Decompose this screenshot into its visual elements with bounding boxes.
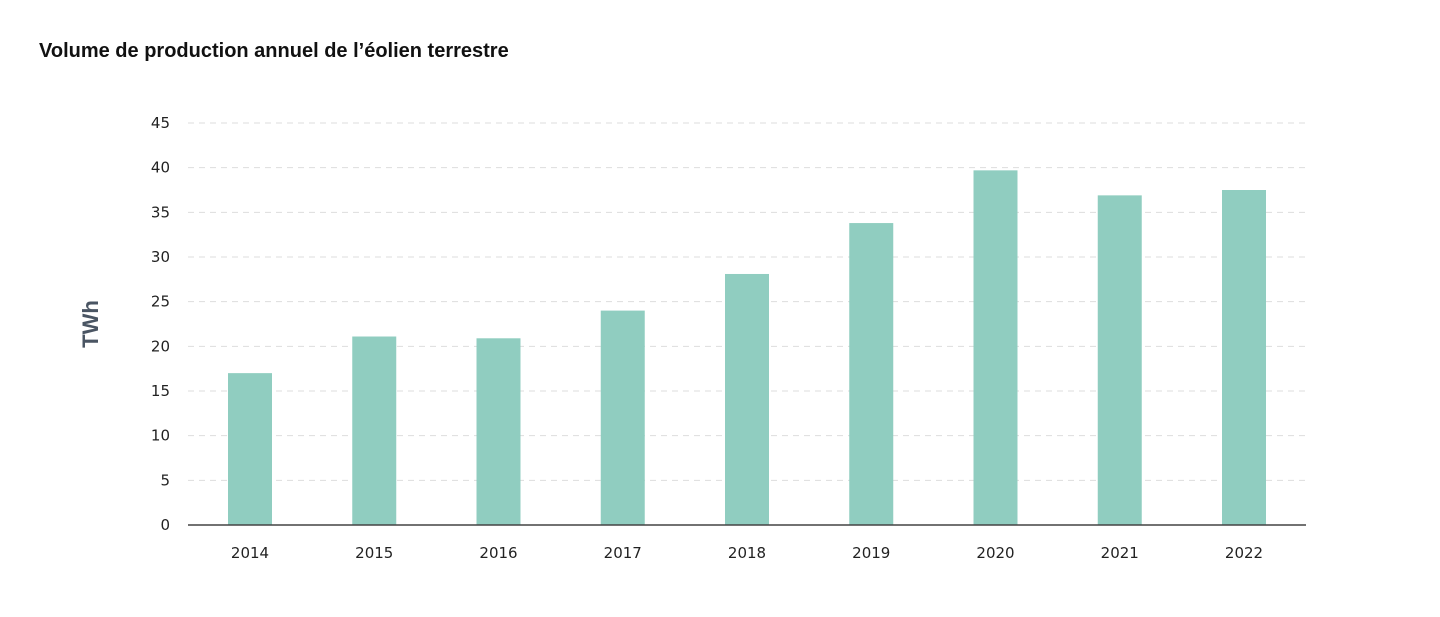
y-tick-labels: 0 5 10 15 20 25 30 35 40 45 <box>151 114 170 534</box>
x-tick-label: 2014 <box>231 544 269 562</box>
y-tick-label: 30 <box>151 248 170 266</box>
bars <box>228 170 1266 526</box>
bar <box>600 310 645 525</box>
y-axis-title: TWh <box>78 300 103 348</box>
x-tick-label: 2016 <box>479 544 517 562</box>
bar <box>1222 190 1266 525</box>
y-tick-label: 45 <box>151 114 170 132</box>
bar <box>228 373 272 525</box>
y-tick-label: 40 <box>151 159 170 177</box>
x-tick-label: 2020 <box>976 544 1014 562</box>
x-tick-label: 2017 <box>604 544 642 562</box>
bar <box>1097 195 1142 526</box>
x-tick-label: 2021 <box>1101 544 1139 562</box>
chart-title: Volume de production annuel de l’éolien … <box>39 40 509 62</box>
y-tick-label: 5 <box>160 471 170 489</box>
x-tick-label: 2019 <box>852 544 890 562</box>
x-tick-labels: 2014 2015 2016 2017 2018 2019 2020 2021 2022 <box>231 544 1263 562</box>
y-tick-label: 0 <box>160 516 170 534</box>
x-tick-label: 2015 <box>355 544 393 562</box>
bar <box>476 338 521 525</box>
x-tick-label: 2018 <box>728 544 766 562</box>
bar <box>849 223 894 525</box>
y-tick-label: 10 <box>151 427 170 445</box>
y-tick-label: 20 <box>151 337 170 355</box>
x-tick-label: 2022 <box>1225 544 1263 562</box>
bar <box>725 273 769 525</box>
y-tick-label: 35 <box>151 203 170 221</box>
bar <box>973 170 1018 525</box>
y-tick-label: 25 <box>151 293 170 311</box>
bar <box>352 336 397 525</box>
y-tick-label: 15 <box>151 382 170 400</box>
